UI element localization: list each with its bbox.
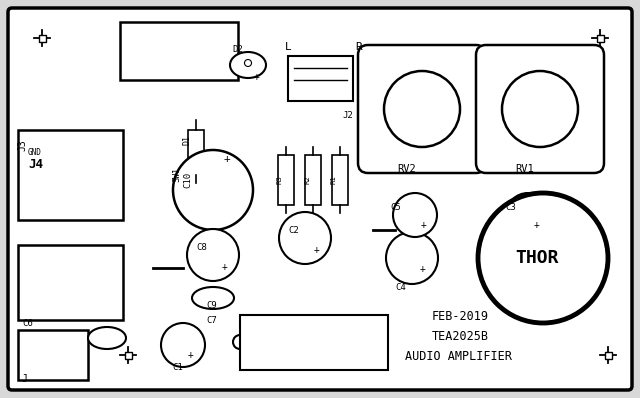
Circle shape — [478, 193, 608, 323]
Circle shape — [384, 71, 460, 147]
Text: C2: C2 — [288, 226, 299, 235]
Bar — [18, 130, 123, 220]
Circle shape — [506, 193, 550, 237]
Ellipse shape — [192, 287, 234, 309]
Text: D2: D2 — [232, 45, 243, 54]
Text: J2: J2 — [342, 111, 353, 120]
Text: J3: J3 — [17, 139, 27, 151]
Text: D1: D1 — [182, 135, 191, 145]
Text: C1: C1 — [172, 363, 183, 372]
Text: +: + — [420, 264, 426, 274]
Bar — [18, 330, 88, 380]
Bar — [305, 155, 321, 205]
Circle shape — [161, 323, 205, 367]
Text: R1: R1 — [331, 176, 337, 184]
FancyBboxPatch shape — [476, 45, 604, 173]
Text: R2: R2 — [304, 176, 310, 184]
Text: C10: C10 — [183, 172, 192, 188]
Text: C9: C9 — [206, 301, 217, 310]
Text: +: + — [314, 245, 320, 255]
Text: +: + — [534, 220, 540, 230]
Text: +: + — [421, 220, 427, 230]
Text: C3: C3 — [505, 203, 516, 212]
Text: R: R — [355, 42, 362, 52]
Text: +: + — [188, 350, 194, 360]
Text: FEB-2019: FEB-2019 — [432, 310, 489, 323]
Bar — [288, 56, 353, 101]
Circle shape — [502, 71, 578, 147]
Text: +: + — [222, 262, 228, 272]
Bar — [188, 130, 204, 175]
Bar — [18, 245, 123, 320]
Bar — [332, 155, 348, 205]
Ellipse shape — [230, 52, 266, 78]
Text: TEA2025B: TEA2025B — [432, 330, 489, 343]
Circle shape — [386, 232, 438, 284]
Bar — [240, 315, 388, 370]
Text: C7: C7 — [206, 316, 217, 325]
Text: C5: C5 — [390, 203, 401, 212]
Text: GND: GND — [28, 148, 42, 157]
Text: RV1: RV1 — [515, 164, 534, 174]
Text: THOR: THOR — [515, 249, 559, 267]
Circle shape — [187, 229, 239, 281]
Ellipse shape — [88, 327, 126, 349]
Text: AUDIO AMPLIFIER: AUDIO AMPLIFIER — [405, 350, 512, 363]
Text: L: L — [285, 42, 292, 52]
FancyBboxPatch shape — [358, 45, 486, 173]
Text: +: + — [224, 154, 231, 164]
Text: J: J — [21, 374, 27, 384]
Bar — [278, 155, 294, 205]
Text: R3: R3 — [277, 176, 283, 184]
Bar — [38, 35, 45, 41]
Text: +: + — [254, 72, 260, 82]
Text: SW1: SW1 — [172, 168, 181, 183]
Text: J4: J4 — [28, 158, 43, 171]
Circle shape — [173, 150, 253, 230]
FancyBboxPatch shape — [8, 8, 632, 390]
Bar — [125, 351, 131, 359]
Text: C8: C8 — [196, 243, 207, 252]
Text: RV2: RV2 — [397, 164, 416, 174]
Circle shape — [279, 212, 331, 264]
Circle shape — [244, 59, 252, 66]
Text: C6: C6 — [22, 319, 33, 328]
Bar — [120, 22, 238, 80]
Bar — [596, 35, 604, 41]
Bar — [605, 351, 611, 359]
Circle shape — [393, 193, 437, 237]
Text: C4: C4 — [395, 283, 406, 292]
